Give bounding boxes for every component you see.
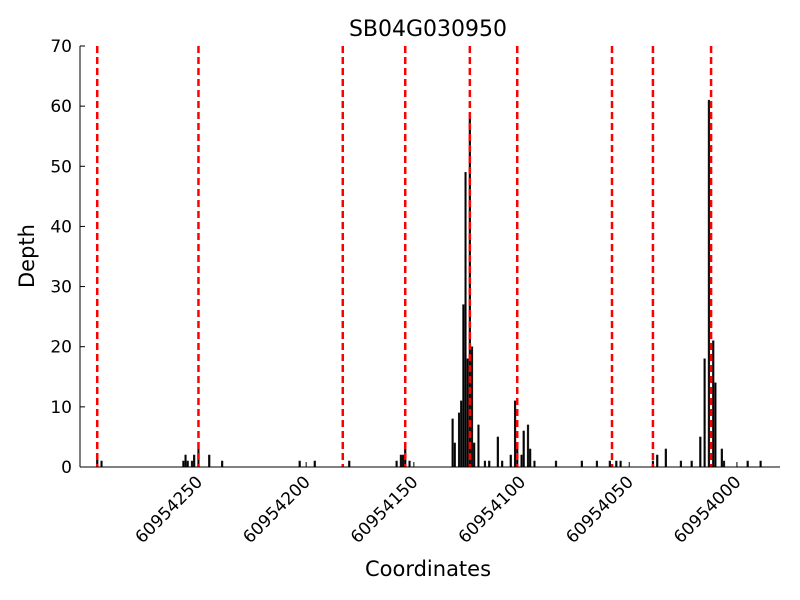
bar — [679, 460, 683, 468]
bar — [513, 400, 517, 468]
bar — [619, 460, 622, 468]
bar — [529, 448, 532, 468]
bar — [462, 304, 465, 468]
bar — [464, 172, 467, 468]
bar — [451, 418, 454, 468]
x-tick-label: 60954200 — [239, 472, 314, 547]
bar — [707, 99, 711, 468]
x-tick-label: 60954000 — [670, 472, 745, 547]
bar — [473, 442, 476, 468]
bar — [595, 460, 599, 468]
y-tick-label: 30 — [50, 278, 72, 298]
bar — [470, 346, 474, 468]
y-tick-label: 70 — [50, 37, 72, 57]
y-tick-label: 20 — [50, 338, 72, 358]
bar — [313, 460, 316, 468]
bar — [477, 424, 480, 468]
bar — [690, 460, 693, 468]
bar — [501, 460, 504, 468]
bar — [580, 460, 583, 468]
bar — [100, 460, 103, 468]
bar — [522, 430, 525, 468]
y-tick-label: 60 — [50, 97, 72, 117]
bar — [526, 424, 530, 468]
bar — [554, 460, 558, 468]
bar — [190, 460, 194, 468]
x-axis-label: Coordinates — [365, 557, 491, 581]
y-tick-label: 10 — [50, 398, 72, 418]
chart-title: SB04G030950 — [349, 17, 507, 42]
bar — [703, 358, 706, 468]
y-tick-label: 40 — [50, 217, 72, 237]
bar — [460, 400, 463, 468]
bar — [298, 460, 301, 468]
bar — [712, 340, 715, 468]
y-axis-label: Depth — [15, 224, 39, 288]
bar — [453, 442, 456, 468]
bar — [457, 412, 461, 468]
y-tick-label: 50 — [50, 157, 72, 177]
bar — [186, 460, 189, 468]
bar — [221, 460, 224, 468]
x-tick-label: 60954100 — [455, 472, 530, 547]
bar — [208, 454, 211, 468]
x-tick-label: 60954250 — [132, 472, 207, 547]
bar — [466, 358, 469, 468]
bar — [759, 460, 762, 468]
bar — [184, 454, 187, 468]
bar — [488, 460, 491, 468]
bar — [496, 436, 499, 468]
bar — [714, 382, 717, 468]
bar — [656, 454, 659, 468]
bar — [615, 460, 618, 468]
bar — [348, 460, 351, 468]
bar — [720, 448, 723, 468]
bar — [533, 460, 536, 468]
bar — [408, 460, 411, 468]
bar — [395, 460, 398, 468]
x-tick-label: 60954150 — [347, 472, 422, 547]
bar — [664, 448, 667, 468]
bar — [483, 460, 487, 468]
y-tick-label: 0 — [61, 458, 72, 478]
bar — [193, 454, 196, 468]
bar — [699, 436, 702, 468]
bar — [182, 460, 185, 468]
bar — [608, 460, 611, 468]
bar — [399, 454, 403, 468]
bar — [746, 460, 749, 468]
bar — [520, 454, 523, 468]
bar — [722, 460, 726, 468]
x-tick-label: 60954050 — [562, 472, 637, 547]
bar — [509, 454, 512, 468]
bar — [401, 454, 405, 468]
